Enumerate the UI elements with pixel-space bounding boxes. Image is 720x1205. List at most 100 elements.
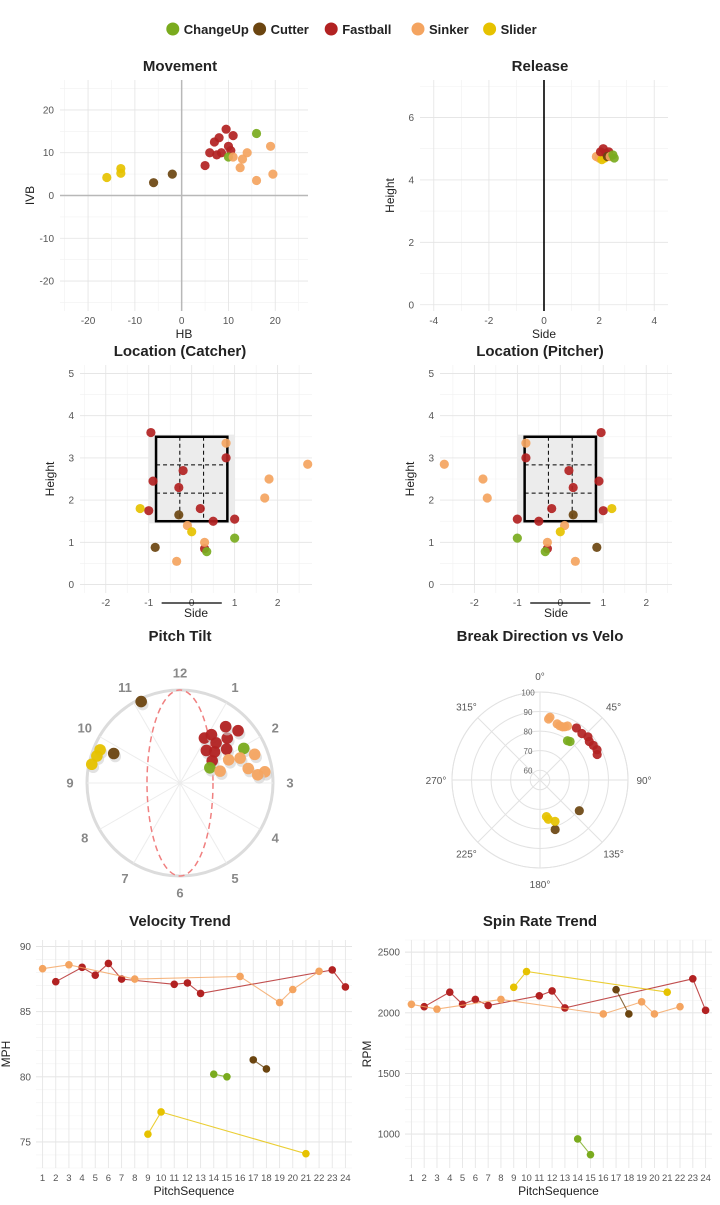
x-tick-label: 10 (521, 1173, 532, 1184)
y-tick-label: -10 (40, 234, 55, 245)
polar-spoke (477, 779, 541, 843)
data-point-sinker (38, 964, 47, 973)
data-point-sinker (248, 748, 261, 761)
data-point-sinker (315, 967, 323, 976)
legend-swatch (253, 22, 267, 36)
data-point-cutter (262, 1065, 271, 1073)
x-tick-label: 24 (700, 1173, 711, 1184)
x-axis-label: PitchSequence (518, 1184, 599, 1198)
x-tick-label: 11 (169, 1173, 179, 1184)
data-point-fastball (484, 1001, 492, 1010)
data-point-sinker (570, 556, 580, 566)
location-pitcher-chart: -2-1012012345SideHeight (403, 365, 672, 620)
clock-hour-label: 12 (173, 666, 187, 681)
data-point-slider (607, 503, 617, 514)
series-line-fastball (55, 962, 346, 994)
data-point-fastball (564, 465, 574, 476)
x-tick-label: 0 (541, 316, 547, 327)
data-point-fastball (196, 989, 205, 998)
data-point-sinker (264, 474, 274, 484)
polar-radius-label: 60 (524, 767, 533, 776)
x-tick-label: 0 (179, 316, 185, 327)
y-tick-label: -20 (40, 277, 55, 288)
clock-hour-label: 2 (272, 721, 279, 736)
data-point-sinker (251, 769, 264, 781)
data-point-sinker (439, 459, 449, 469)
data-point-cutter (612, 985, 620, 994)
x-tick-label: 2 (596, 316, 602, 327)
legend-label: Slider (501, 22, 537, 37)
break-panel: Break Direction vs Velo 0° 45° 90° 135° 180°… (360, 628, 720, 913)
polar-radius-label: 70 (524, 747, 533, 756)
clock-hour-label: 3 (286, 776, 293, 791)
y-tick-label: 5 (68, 369, 74, 380)
chart-title: Release (511, 58, 569, 75)
data-point-slider (541, 811, 552, 822)
data-point-sinker (275, 998, 284, 1007)
y-tick-label: 0 (408, 300, 414, 311)
x-axis-label: Side (544, 606, 568, 620)
loc-catcher-panel: Location (Catcher) -2-1012012345SideHeig… (0, 343, 360, 628)
data-point-changeup (586, 1150, 595, 1159)
data-point-sinker (236, 972, 244, 981)
y-tick-label: 2500 (378, 948, 401, 959)
y-axis-label: IVB (23, 186, 37, 205)
data-point-fastball (219, 720, 232, 733)
x-tick-label: 4 (447, 1173, 452, 1184)
data-point-cutter (550, 824, 560, 835)
data-point-fastball (445, 988, 454, 996)
x-tick-label: 1 (600, 598, 606, 609)
data-point-sinker (234, 752, 246, 764)
x-tick-label: 1 (232, 598, 238, 609)
data-point-sinker (433, 1005, 441, 1013)
data-point-changeup (573, 1135, 582, 1143)
x-tick-label: -2 (484, 316, 493, 327)
data-point-fastball (596, 427, 606, 438)
x-tick-label: 16 (598, 1173, 609, 1184)
x-tick-label: -2 (470, 598, 479, 609)
data-point-fastball (51, 977, 60, 986)
data-point-fastball (174, 482, 184, 493)
data-point-fastball (104, 959, 113, 968)
x-tick-label: 3 (434, 1173, 439, 1184)
data-point-sinker (407, 1000, 416, 1009)
y-tick-label: 1500 (378, 1069, 401, 1080)
x-tick-label: 16 (235, 1173, 246, 1184)
x-tick-label: -20 (81, 316, 96, 327)
clock-hour-label: 7 (121, 871, 128, 886)
data-point-fastball (328, 966, 337, 974)
data-point-fastball (548, 987, 556, 995)
tilt-panel: Pitch Tilt 12 1 2 3 4 5 6 7 8 9 10 11 (0, 628, 360, 913)
x-tick-label: 13 (195, 1173, 206, 1184)
data-point-fastball (144, 506, 154, 516)
y-tick-label: 4 (428, 411, 434, 422)
polar-spoke (539, 779, 603, 843)
y-tick-label: 2 (68, 496, 74, 507)
x-tick-label: 6 (473, 1173, 478, 1184)
data-point-fastball (146, 427, 156, 438)
data-point-slider (522, 967, 531, 976)
x-tick-label: 4 (651, 316, 657, 327)
x-tick-label: 5 (93, 1173, 98, 1184)
x-tick-label: 19 (274, 1173, 285, 1184)
data-point-fastball (205, 148, 215, 158)
y-tick-label: 10 (43, 148, 55, 159)
chart-title: Spin Rate Trend (482, 913, 598, 930)
data-point-fastball (210, 737, 222, 749)
x-tick-label: 2 (53, 1173, 58, 1184)
data-point-sinker (228, 152, 238, 162)
data-point-sinker (482, 493, 492, 503)
data-point-fastball (568, 482, 578, 493)
loc-pitcher-panel: Location (Pitcher) -2-1012012345SideHeig… (360, 343, 720, 628)
x-tick-label: 18 (624, 1173, 635, 1184)
y-axis-label: MPH (0, 1041, 13, 1068)
x-tick-label: -2 (101, 598, 110, 609)
data-point-slider (509, 983, 518, 992)
polar-angle-label: 225° (456, 850, 477, 861)
data-point-slider (157, 1108, 165, 1116)
x-tick-label: -4 (429, 316, 438, 327)
data-point-changeup (237, 742, 250, 755)
legend-swatch (324, 22, 338, 36)
